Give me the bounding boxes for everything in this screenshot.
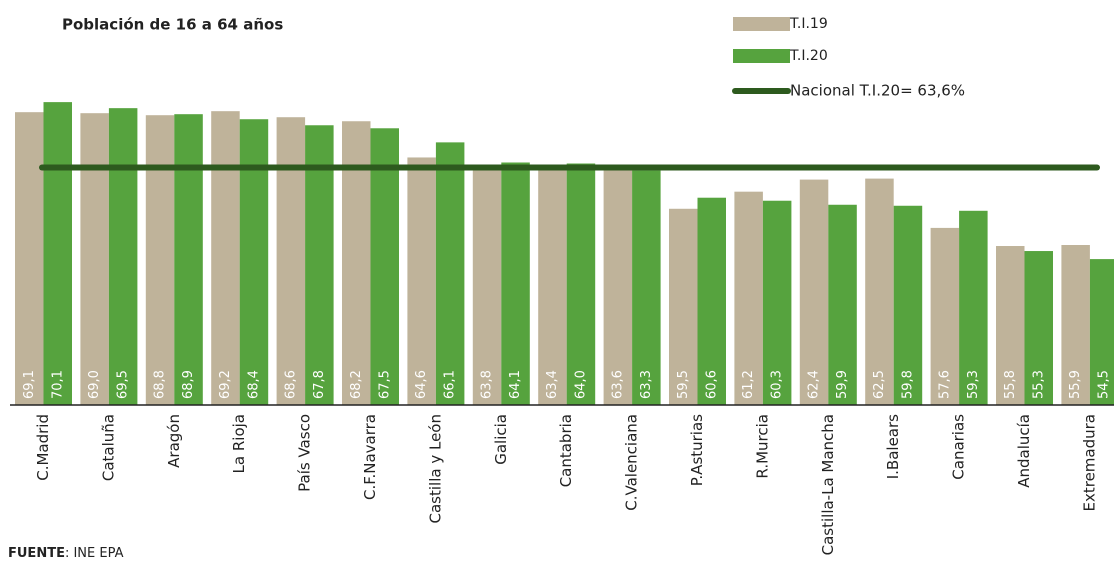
bar bbox=[501, 162, 530, 405]
bar bbox=[108, 108, 138, 405]
source: FUENTE: INE EPA bbox=[8, 546, 124, 561]
bar bbox=[80, 113, 109, 405]
bar bbox=[762, 200, 792, 405]
value-label: 69,2 bbox=[218, 370, 233, 399]
bar bbox=[828, 204, 857, 405]
bar bbox=[1089, 259, 1114, 405]
value-label: 68,2 bbox=[349, 370, 364, 399]
value-label: 63,4 bbox=[545, 370, 560, 399]
value-label: 68,4 bbox=[246, 370, 261, 399]
value-label: 64,1 bbox=[508, 370, 523, 399]
bar bbox=[472, 165, 502, 405]
value-label: 57,6 bbox=[937, 370, 952, 399]
x-tick-label: Cataluña bbox=[99, 414, 117, 481]
value-label: 64,6 bbox=[414, 370, 429, 399]
value-label: 59,9 bbox=[835, 370, 850, 399]
value-label: 69,1 bbox=[22, 370, 37, 399]
value-label: 62,5 bbox=[872, 370, 887, 399]
x-tick-label: C.Valenciana bbox=[623, 414, 641, 511]
value-label: 59,3 bbox=[966, 370, 981, 399]
x-tick-label: Castilla y León bbox=[426, 414, 444, 523]
bar bbox=[15, 112, 44, 406]
bar bbox=[407, 157, 436, 405]
bar bbox=[342, 121, 371, 406]
value-label: 55,9 bbox=[1068, 370, 1083, 399]
x-tick-label: Galicia bbox=[492, 414, 510, 465]
x-tick-label: La Rioja bbox=[230, 414, 248, 473]
x-tick-label: Andalucía bbox=[1015, 414, 1033, 488]
legend-label: Nacional T.I.20= 63,6% bbox=[790, 82, 965, 100]
bar bbox=[996, 246, 1025, 405]
value-label: 55,3 bbox=[1031, 370, 1046, 399]
x-tick-label: Cantabria bbox=[557, 414, 575, 487]
bar bbox=[799, 179, 829, 405]
bar bbox=[1024, 251, 1053, 405]
value-label: 69,5 bbox=[116, 370, 131, 399]
x-tick-label: I.Balears bbox=[884, 414, 902, 479]
value-label: 70,1 bbox=[50, 370, 65, 399]
x-tick-label: R.Murcia bbox=[753, 414, 771, 479]
x-tick-label: Aragón bbox=[165, 414, 183, 468]
legend-swatch bbox=[733, 17, 790, 31]
bar bbox=[697, 197, 726, 405]
bar bbox=[865, 178, 894, 405]
source-text: : INE EPA bbox=[65, 546, 124, 561]
bar bbox=[276, 117, 306, 406]
value-label: 62,4 bbox=[807, 370, 822, 399]
value-label: 59,8 bbox=[900, 370, 915, 399]
bar bbox=[930, 227, 960, 405]
bar bbox=[603, 167, 633, 405]
legend-label: T.I.19 bbox=[789, 16, 828, 32]
value-label: 64,0 bbox=[573, 370, 588, 399]
source-label: FUENTE bbox=[8, 546, 65, 561]
bar bbox=[669, 208, 698, 405]
bar bbox=[211, 111, 240, 406]
legend-label: T.I.20 bbox=[789, 48, 828, 64]
bar bbox=[305, 125, 334, 405]
x-tick-label: P.Asturias bbox=[688, 414, 706, 486]
bar bbox=[435, 142, 465, 405]
bar bbox=[1061, 245, 1090, 405]
x-tick-label: Castilla-La Mancha bbox=[819, 414, 837, 555]
bar bbox=[174, 114, 203, 405]
value-label: 66,1 bbox=[443, 370, 458, 399]
x-tick-label: País Vasco bbox=[296, 414, 314, 492]
value-label: 61,2 bbox=[741, 370, 756, 399]
x-tick-label: Canarias bbox=[950, 414, 968, 480]
bar bbox=[959, 210, 988, 405]
value-label: 60,3 bbox=[770, 370, 785, 399]
bar bbox=[538, 169, 567, 405]
value-label: 59,5 bbox=[676, 370, 691, 399]
bar bbox=[239, 119, 269, 405]
bar bbox=[370, 128, 399, 405]
value-label: 63,3 bbox=[639, 370, 654, 399]
value-label: 60,6 bbox=[704, 370, 719, 399]
x-tick-label: C.Madrid bbox=[34, 414, 52, 481]
bar bbox=[43, 102, 72, 406]
value-label: 63,8 bbox=[480, 370, 495, 399]
value-label: 68,8 bbox=[153, 370, 168, 399]
value-label: 69,0 bbox=[87, 370, 102, 399]
bar bbox=[734, 191, 763, 405]
value-label: 67,5 bbox=[377, 370, 392, 399]
x-tick-label: Extremadura bbox=[1080, 414, 1098, 512]
value-label: 67,8 bbox=[312, 370, 327, 399]
bar bbox=[566, 163, 596, 405]
value-label: 68,6 bbox=[283, 370, 298, 399]
legend-swatch bbox=[733, 49, 790, 63]
chart-title: Población de 16 a 64 años bbox=[62, 16, 283, 34]
bar bbox=[145, 115, 175, 405]
x-tick-label: C.F.Navarra bbox=[361, 414, 379, 500]
value-label: 55,8 bbox=[1003, 370, 1018, 399]
value-label: 63,6 bbox=[610, 370, 625, 399]
value-label: 54,5 bbox=[1097, 370, 1112, 399]
bar bbox=[632, 170, 661, 405]
bar bbox=[893, 205, 923, 405]
value-label: 68,9 bbox=[181, 370, 196, 399]
